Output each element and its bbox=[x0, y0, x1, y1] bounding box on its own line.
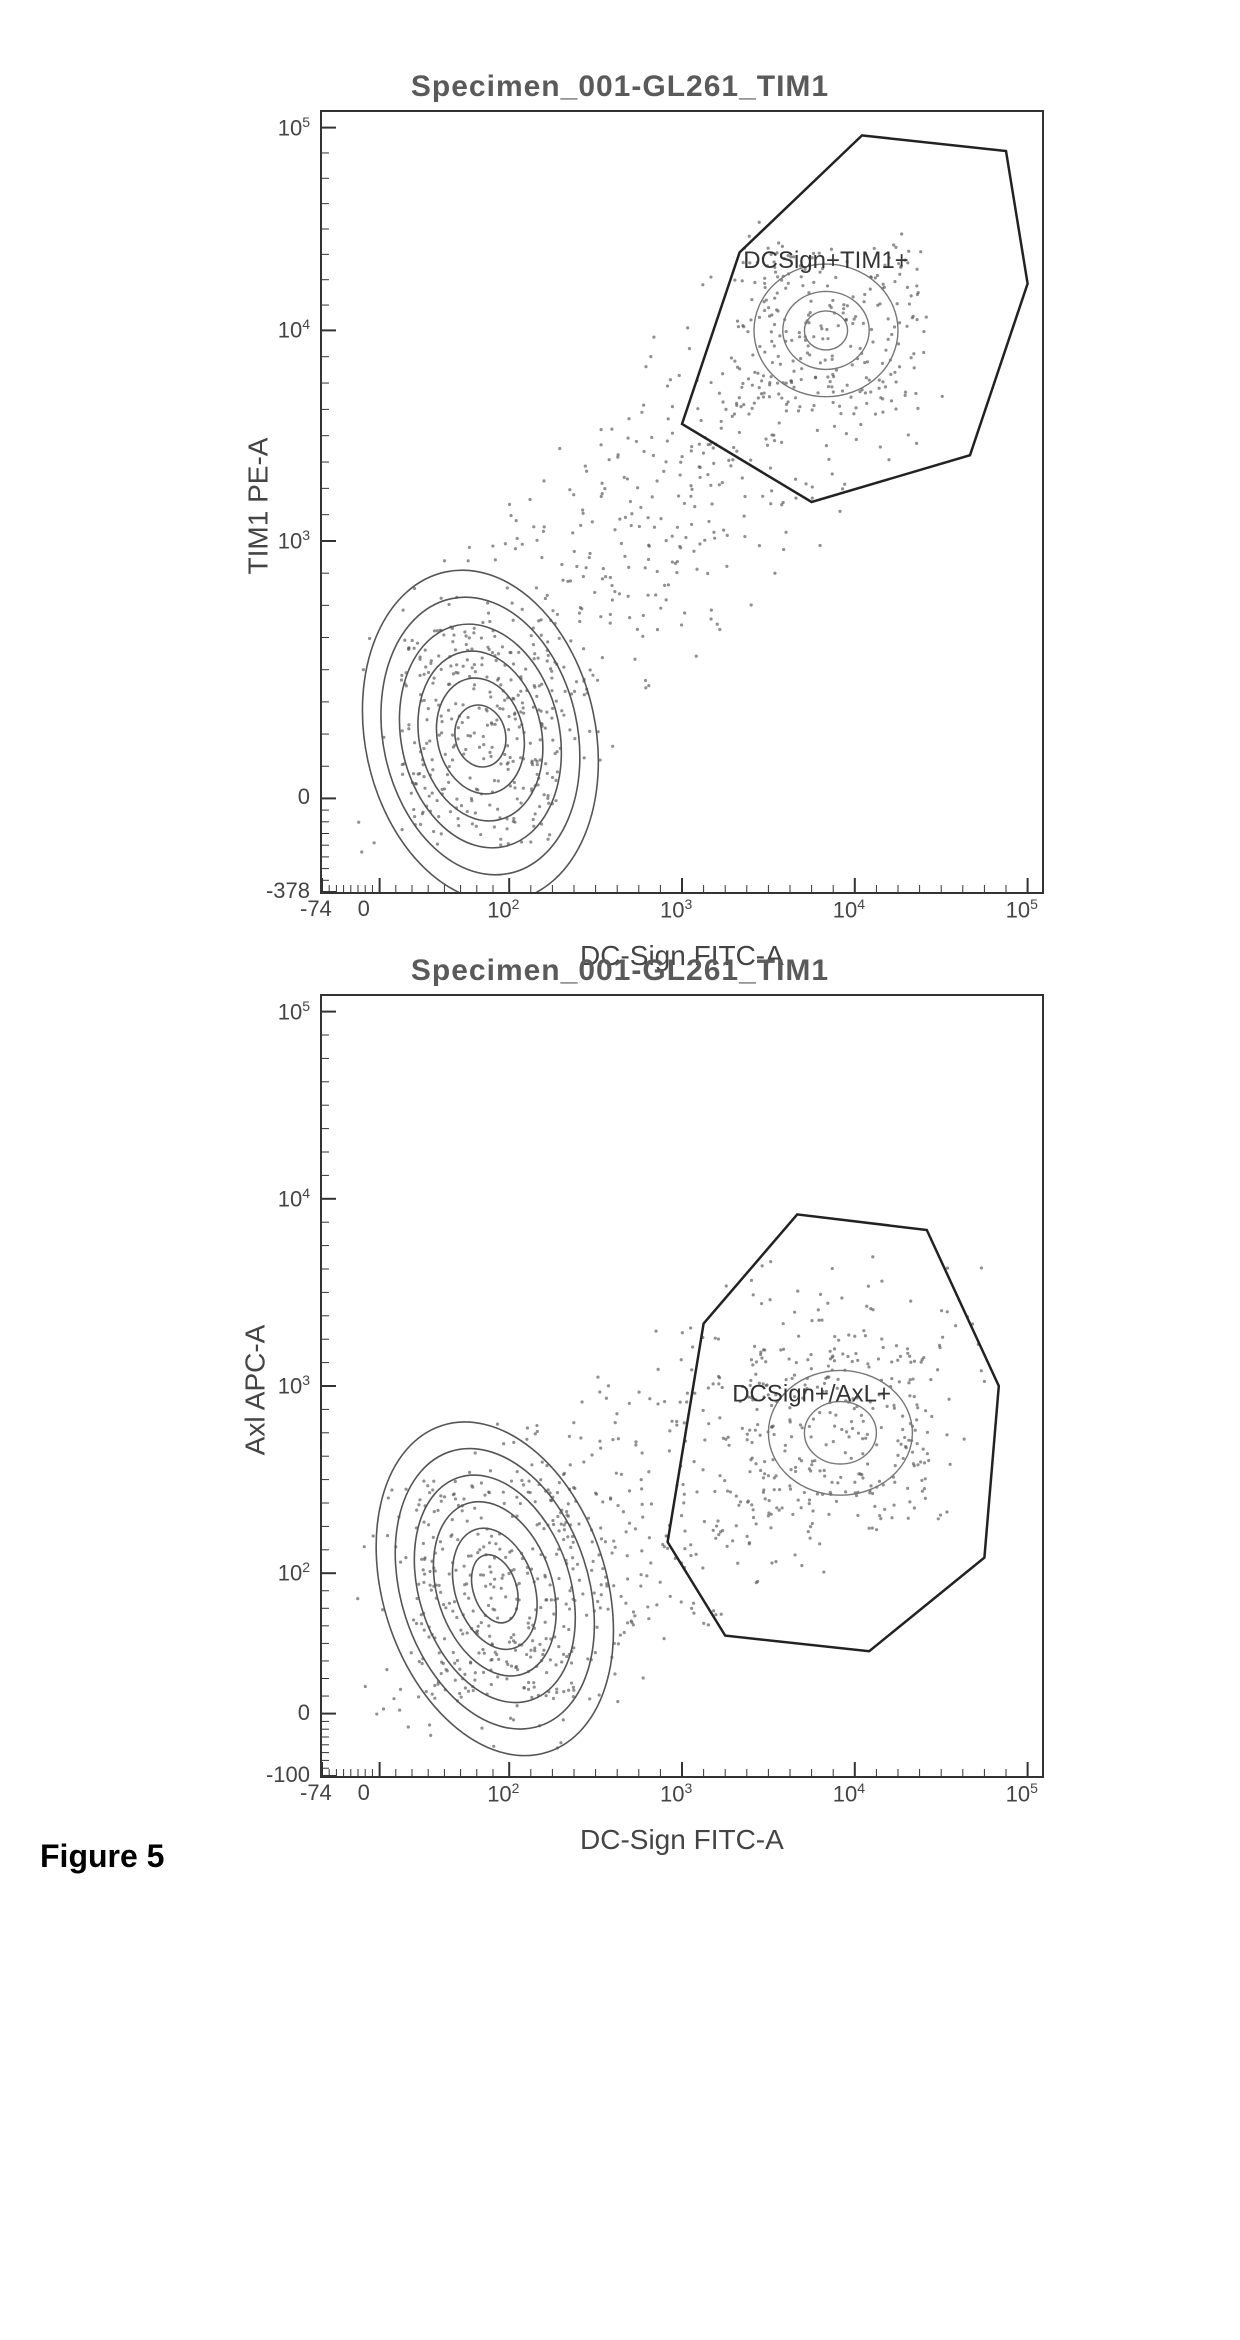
svg-text:DCSign+TIM1+: DCSign+TIM1+ bbox=[743, 247, 908, 274]
x-tick-label: -74 bbox=[300, 896, 332, 922]
plot2-svg: DCSign+/AxL+ bbox=[322, 996, 1042, 1776]
page: Specimen_001-GL261_TIM1 DCSign+TIM1+ TIM… bbox=[40, 70, 1200, 1875]
y-tick-label: 0 bbox=[250, 1700, 310, 1726]
x-tick-label: 105 bbox=[1006, 1780, 1038, 1807]
plot1-svg: DCSign+TIM1+ bbox=[322, 112, 1042, 892]
flow-plot-2: Specimen_001-GL261_TIM1 DCSign+/AxL+ Axl… bbox=[170, 954, 1070, 1778]
plot1-box: DCSign+TIM1+ bbox=[320, 110, 1044, 894]
x-tick-label: 104 bbox=[833, 896, 865, 923]
y-tick-label: 0 bbox=[250, 784, 310, 810]
y-tick-label: 103 bbox=[250, 1372, 310, 1399]
x-tick-label: 103 bbox=[660, 896, 692, 923]
plot1-title: Specimen_001-GL261_TIM1 bbox=[170, 70, 1070, 104]
y-tick-label: 104 bbox=[250, 316, 310, 343]
y-tick-label: 102 bbox=[250, 1559, 310, 1586]
y-tick-label: 103 bbox=[250, 527, 310, 554]
x-tick-label: 104 bbox=[833, 1780, 865, 1807]
plot2-xlabel: DC-Sign FITC-A bbox=[580, 1824, 784, 1856]
x-tick-label: 0 bbox=[358, 896, 370, 922]
x-tick-label: 105 bbox=[1006, 896, 1038, 923]
x-tick-label: 102 bbox=[487, 896, 519, 923]
x-tick-label: 102 bbox=[487, 1780, 519, 1807]
y-tick-label: 105 bbox=[250, 998, 310, 1025]
flow-plot-1: Specimen_001-GL261_TIM1 DCSign+TIM1+ TIM… bbox=[170, 70, 1070, 894]
y-tick-label: 105 bbox=[250, 114, 310, 141]
y-tick-label: 104 bbox=[250, 1185, 310, 1212]
svg-text:DCSign+/AxL+: DCSign+/AxL+ bbox=[732, 1381, 891, 1408]
plot2-title: Specimen_001-GL261_TIM1 bbox=[170, 954, 1070, 988]
plot2-box: DCSign+/AxL+ bbox=[320, 994, 1044, 1778]
x-tick-label: 103 bbox=[660, 1780, 692, 1807]
x-tick-label: -74 bbox=[300, 1780, 332, 1806]
x-tick-label: 0 bbox=[358, 1780, 370, 1806]
